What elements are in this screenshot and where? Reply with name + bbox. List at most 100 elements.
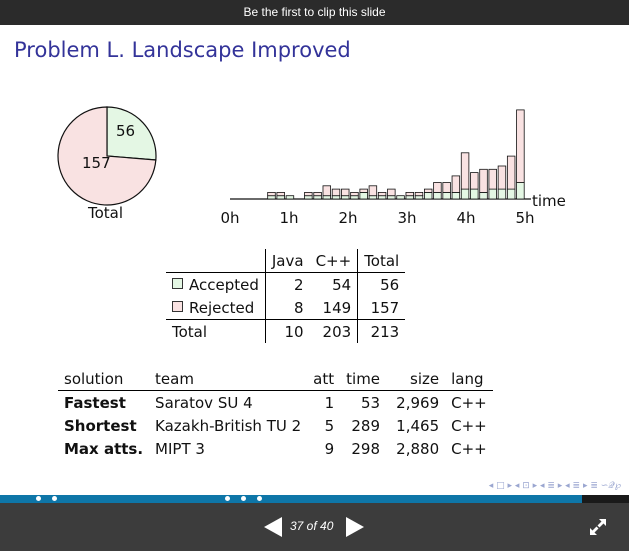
pie-slice-rejected <box>57 106 157 206</box>
summary-row-rejected: Rejected 8 149 157 <box>166 296 405 320</box>
slide-counter: 37 of 40 <box>290 519 334 533</box>
sol-cell-solution: Shortest <box>64 416 137 435</box>
summary-header-total: Total <box>357 249 406 273</box>
summary-row-label: Accepted <box>166 272 266 296</box>
histogram-bar-accepted <box>267 195 276 200</box>
summary-cell-total: 157 <box>370 298 400 317</box>
language-summary-table: Java C++ Total Accepted 2 54 56 Rejected… <box>166 249 406 343</box>
histogram-bar-rejected <box>387 188 396 197</box>
summary-row-total: Total 10 203 213 <box>166 319 406 343</box>
sol-cell-size: 2,969 <box>386 390 446 414</box>
sol-cell-att: 9 <box>324 439 335 458</box>
progress-marker <box>225 496 230 501</box>
sol-cell-solution: Fastest <box>58 390 150 414</box>
sol-cell-size: 1,465 <box>396 416 440 435</box>
histogram-bar-accepted <box>377 195 387 200</box>
slide: Problem L. Landscape Improved 56 157 Tot… <box>0 25 629 495</box>
sol-cell-lang: C++ <box>445 390 493 414</box>
solution-stats-table: solution team att time size lang Fastest… <box>58 367 493 460</box>
summary-cell-cpp: 54 <box>309 272 359 296</box>
previous-slide-icon[interactable] <box>262 516 284 538</box>
sol-cell-time: 289 <box>351 416 381 435</box>
sol-cell-team: MIPT 3 <box>155 439 205 458</box>
histogram-bar-accepted <box>414 195 424 200</box>
sol-cell-lang: C++ <box>451 416 487 435</box>
summary-header-java: Java <box>265 249 310 273</box>
histogram-bar-accepted <box>488 188 497 200</box>
histogram-bar-rejected <box>359 188 368 193</box>
histogram-bar-rejected <box>313 191 322 197</box>
histogram-bar-accepted <box>396 195 405 200</box>
histogram-bar-rejected <box>516 109 525 183</box>
progress-marker <box>257 496 262 501</box>
summary-cell-java: 2 <box>294 275 304 294</box>
histogram-bar-rejected <box>470 172 479 190</box>
pie-label-accepted: 56 <box>116 122 136 140</box>
progress-marker <box>241 496 246 501</box>
sol-cell-att: 1 <box>307 390 341 414</box>
sol-cell-team: Saratov SU 4 <box>149 390 308 414</box>
sol-header-time: time <box>340 367 387 391</box>
histogram-tick-label: 2h <box>338 209 357 227</box>
next-slide-icon[interactable] <box>344 516 366 538</box>
pie-chart <box>57 106 157 206</box>
histogram-bar-accepted <box>313 195 322 200</box>
histogram-bar-rejected <box>405 191 414 197</box>
histogram-bar-accepted <box>497 188 507 200</box>
histogram-bar-accepted <box>423 191 433 200</box>
histogram-bar-accepted <box>516 182 525 200</box>
fullscreen-icon[interactable] <box>588 517 608 537</box>
summary-cell-java: 10 <box>265 319 310 343</box>
accepted-swatch-icon <box>172 277 183 289</box>
pie-label-rejected: 157 <box>82 154 111 172</box>
histogram-bar-rejected <box>451 175 461 193</box>
summary-row-label: Rejected <box>166 296 266 320</box>
histogram-bar-accepted <box>322 195 332 200</box>
summary-cell-java: 8 <box>294 298 304 317</box>
sol-row-shortest: Shortest Kazakh-British TU 2 5 289 1,465… <box>58 414 493 437</box>
sol-header-solution: solution <box>58 367 150 391</box>
histogram-bar-rejected <box>488 168 497 190</box>
clip-banner[interactable]: Be the first to clip this slide <box>0 0 629 25</box>
slide-progress-bar[interactable] <box>0 495 629 503</box>
histogram-bar-accepted <box>359 191 368 200</box>
progress-marker <box>36 496 41 501</box>
histogram-bar-rejected <box>341 188 350 197</box>
histogram-bar-accepted <box>442 191 451 200</box>
sol-header-size: size <box>386 367 446 391</box>
sol-row-max-atts: Max atts. MIPT 3 9 298 2,880 C++ <box>58 437 493 460</box>
pie-caption: Total <box>88 204 124 222</box>
histogram-bar-rejected <box>350 191 359 197</box>
summary-row-accepted: Accepted 2 54 56 <box>166 272 405 296</box>
summary-cell-cpp: 149 <box>309 296 359 320</box>
histogram-bar-accepted <box>304 195 313 200</box>
summary-header-cpp: C++ <box>309 249 359 273</box>
progress-marker <box>52 496 57 501</box>
histogram-bar-accepted <box>368 195 378 200</box>
histogram-bar-accepted <box>451 191 461 200</box>
histogram-bar-accepted <box>387 195 396 200</box>
histogram-bar-rejected <box>377 191 387 197</box>
histogram-bar-rejected <box>322 185 332 197</box>
rejected-swatch-icon <box>172 300 183 312</box>
histogram-bar-accepted <box>285 195 295 200</box>
histogram-bar-rejected <box>497 165 507 190</box>
histogram-bar-accepted <box>470 188 479 200</box>
sol-row-fastest: Fastest Saratov SU 4 1 53 2,969 C++ <box>58 390 493 414</box>
histogram-bar-rejected <box>423 188 433 193</box>
histogram-tick-label: 4h <box>456 209 475 227</box>
summary-row-label: Total <box>166 319 266 343</box>
summary-cell-total: 56 <box>380 275 400 294</box>
sol-cell-time: 53 <box>340 390 387 414</box>
summary-cell-total: 213 <box>357 319 406 343</box>
histogram-bar-accepted <box>350 195 359 200</box>
summary-cell-cpp: 203 <box>309 319 359 343</box>
histogram-x-label: time <box>532 192 566 210</box>
sol-cell-att: 5 <box>324 416 335 435</box>
histogram-bar-rejected <box>331 188 341 197</box>
sol-cell-solution: Max atts. <box>64 439 144 458</box>
histogram-bar-rejected <box>304 191 313 197</box>
histogram-bar-accepted <box>405 195 414 200</box>
beamer-navigation-symbols[interactable]: ◂ □ ▸ ◂ ⊡ ▸ ◂ ≣ ▸ ◂ ≣ ▸ ≣ ∽𝒬℘ <box>488 481 621 491</box>
